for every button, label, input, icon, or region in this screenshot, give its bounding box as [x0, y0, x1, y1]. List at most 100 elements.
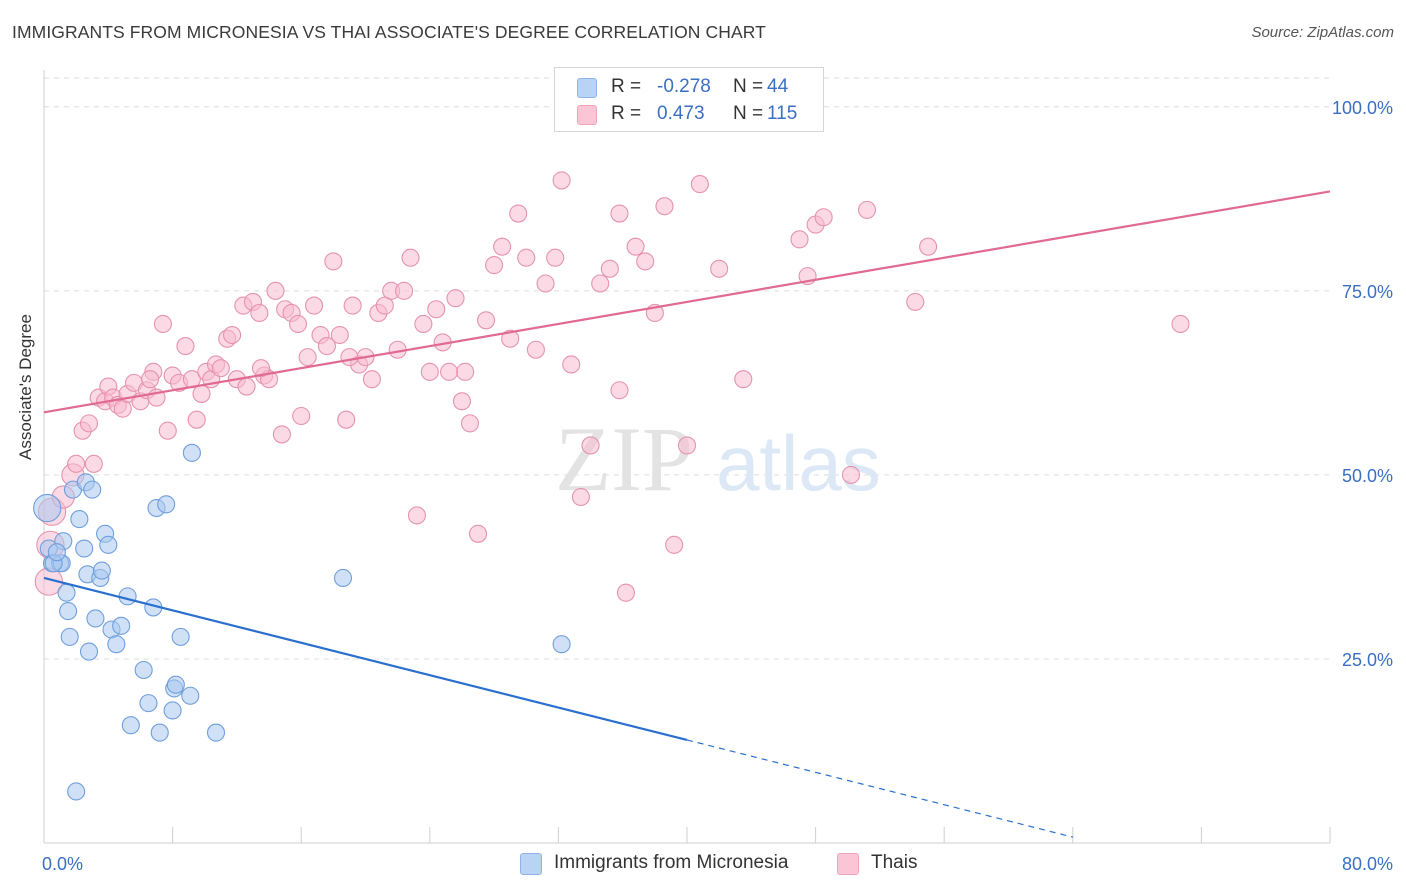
- thais-point: [330, 325, 349, 345]
- legend-swatch-pink: [837, 853, 859, 875]
- thais-point: [536, 274, 555, 293]
- thais-point: [857, 200, 877, 219]
- micronesia-point: [83, 480, 102, 499]
- thais-point: [677, 436, 697, 455]
- thais-point: [84, 454, 103, 473]
- thais-point: [665, 535, 684, 554]
- thais-point: [814, 208, 833, 227]
- micronesia-trend-line: [43, 576, 688, 742]
- thais-point: [211, 359, 230, 378]
- legend-swatch-blue: [577, 78, 597, 98]
- thais-point: [616, 583, 635, 602]
- thais-point: [298, 348, 317, 367]
- thais-point: [790, 230, 809, 249]
- thais-point: [67, 454, 86, 473]
- micronesia-trend-extension: [686, 739, 1073, 838]
- thais-point: [414, 314, 433, 334]
- thais-point: [158, 421, 177, 440]
- y-tick-label: 50.0%: [1342, 466, 1393, 486]
- y-tick-label: 25.0%: [1342, 650, 1393, 670]
- thais-point: [192, 384, 211, 403]
- thais-point: [176, 337, 195, 356]
- n-label: N =: [733, 76, 764, 97]
- thais-point: [288, 314, 308, 334]
- micronesia-point: [99, 535, 118, 554]
- thais-point: [546, 248, 565, 267]
- thais-point: [501, 329, 520, 348]
- thais-point: [571, 487, 590, 507]
- micronesia-point: [552, 635, 571, 654]
- thais-point: [153, 314, 173, 334]
- thais-point: [446, 289, 465, 308]
- thais-point: [552, 171, 571, 190]
- thais-point: [251, 359, 271, 378]
- thais-point: [562, 355, 581, 374]
- thais-point: [485, 256, 504, 275]
- thais-point: [305, 296, 324, 315]
- micronesia-point: [139, 694, 158, 713]
- thais-point: [317, 337, 336, 356]
- x-tick-label: 80.0%: [1342, 854, 1393, 874]
- micronesia-point: [121, 716, 140, 735]
- thais-point: [324, 252, 343, 271]
- micronesia-point: [75, 539, 94, 558]
- micronesia-point: [333, 568, 353, 588]
- chart-title: IMMIGRANTS FROM MICRONESIA VS THAI ASSOC…: [12, 22, 766, 42]
- thais-point: [468, 524, 488, 543]
- y-axis-label: Associate's Degree: [16, 314, 35, 460]
- thais-point: [452, 392, 472, 411]
- thais-point: [237, 377, 256, 396]
- micronesia-point: [206, 723, 226, 742]
- axes: [43, 70, 1331, 844]
- micronesia-point: [92, 561, 111, 580]
- y-tick-label: 100.0%: [1332, 98, 1393, 118]
- thais-point: [610, 381, 629, 400]
- thais-point: [420, 362, 439, 381]
- micronesia-point: [171, 627, 190, 646]
- r-value: 0.473: [657, 103, 705, 124]
- thais-point: [734, 370, 753, 389]
- thais-point: [1171, 314, 1190, 334]
- thais-point: [427, 300, 446, 319]
- micronesia-point: [60, 627, 79, 646]
- thais-point: [690, 175, 709, 194]
- thais-point: [626, 237, 645, 256]
- source-credit: Source: ZipAtlas.com: [1251, 24, 1394, 41]
- correlation-legend: R = -0.278 N = 44 R = 0.473 N = 115: [554, 67, 824, 132]
- thais-point: [710, 259, 729, 278]
- trend-lines: [43, 190, 1331, 838]
- micronesia-point: [70, 510, 89, 529]
- micronesia-point: [59, 602, 78, 621]
- thais-point: [493, 237, 512, 256]
- thais-point: [362, 370, 381, 389]
- n-value: 115: [767, 103, 798, 124]
- micronesia-point: [57, 583, 76, 602]
- thais-point: [581, 436, 600, 455]
- thais-point: [477, 311, 496, 330]
- thais-point: [919, 237, 938, 256]
- micronesia-point: [150, 723, 169, 742]
- thais-point: [407, 506, 426, 525]
- thais-point: [610, 204, 629, 223]
- thais-point: [266, 281, 285, 300]
- thais-trend-line: [43, 190, 1331, 414]
- micronesia-point: [163, 701, 182, 720]
- r-label: R =: [611, 76, 642, 97]
- micronesia-point: [166, 675, 185, 694]
- tick-labels: 25.0% 50.0% 75.0% 100.0% 0.0% 80.0%: [42, 98, 1393, 874]
- thais-point: [906, 292, 925, 311]
- thais-point: [841, 465, 861, 484]
- thais-point: [272, 425, 291, 444]
- micronesia-point: [134, 660, 153, 680]
- thais-point: [440, 362, 459, 381]
- thais-point: [395, 281, 414, 300]
- y-tick-label: 75.0%: [1342, 282, 1393, 302]
- thais-point: [526, 340, 545, 359]
- micronesia-point: [67, 782, 86, 801]
- legend-swatch-pink: [577, 105, 597, 125]
- micronesia-point: [107, 635, 126, 654]
- thais-point: [456, 362, 475, 381]
- thais-point: [343, 296, 362, 315]
- micronesia-points: [33, 443, 571, 801]
- legend-swatch-blue: [520, 853, 542, 875]
